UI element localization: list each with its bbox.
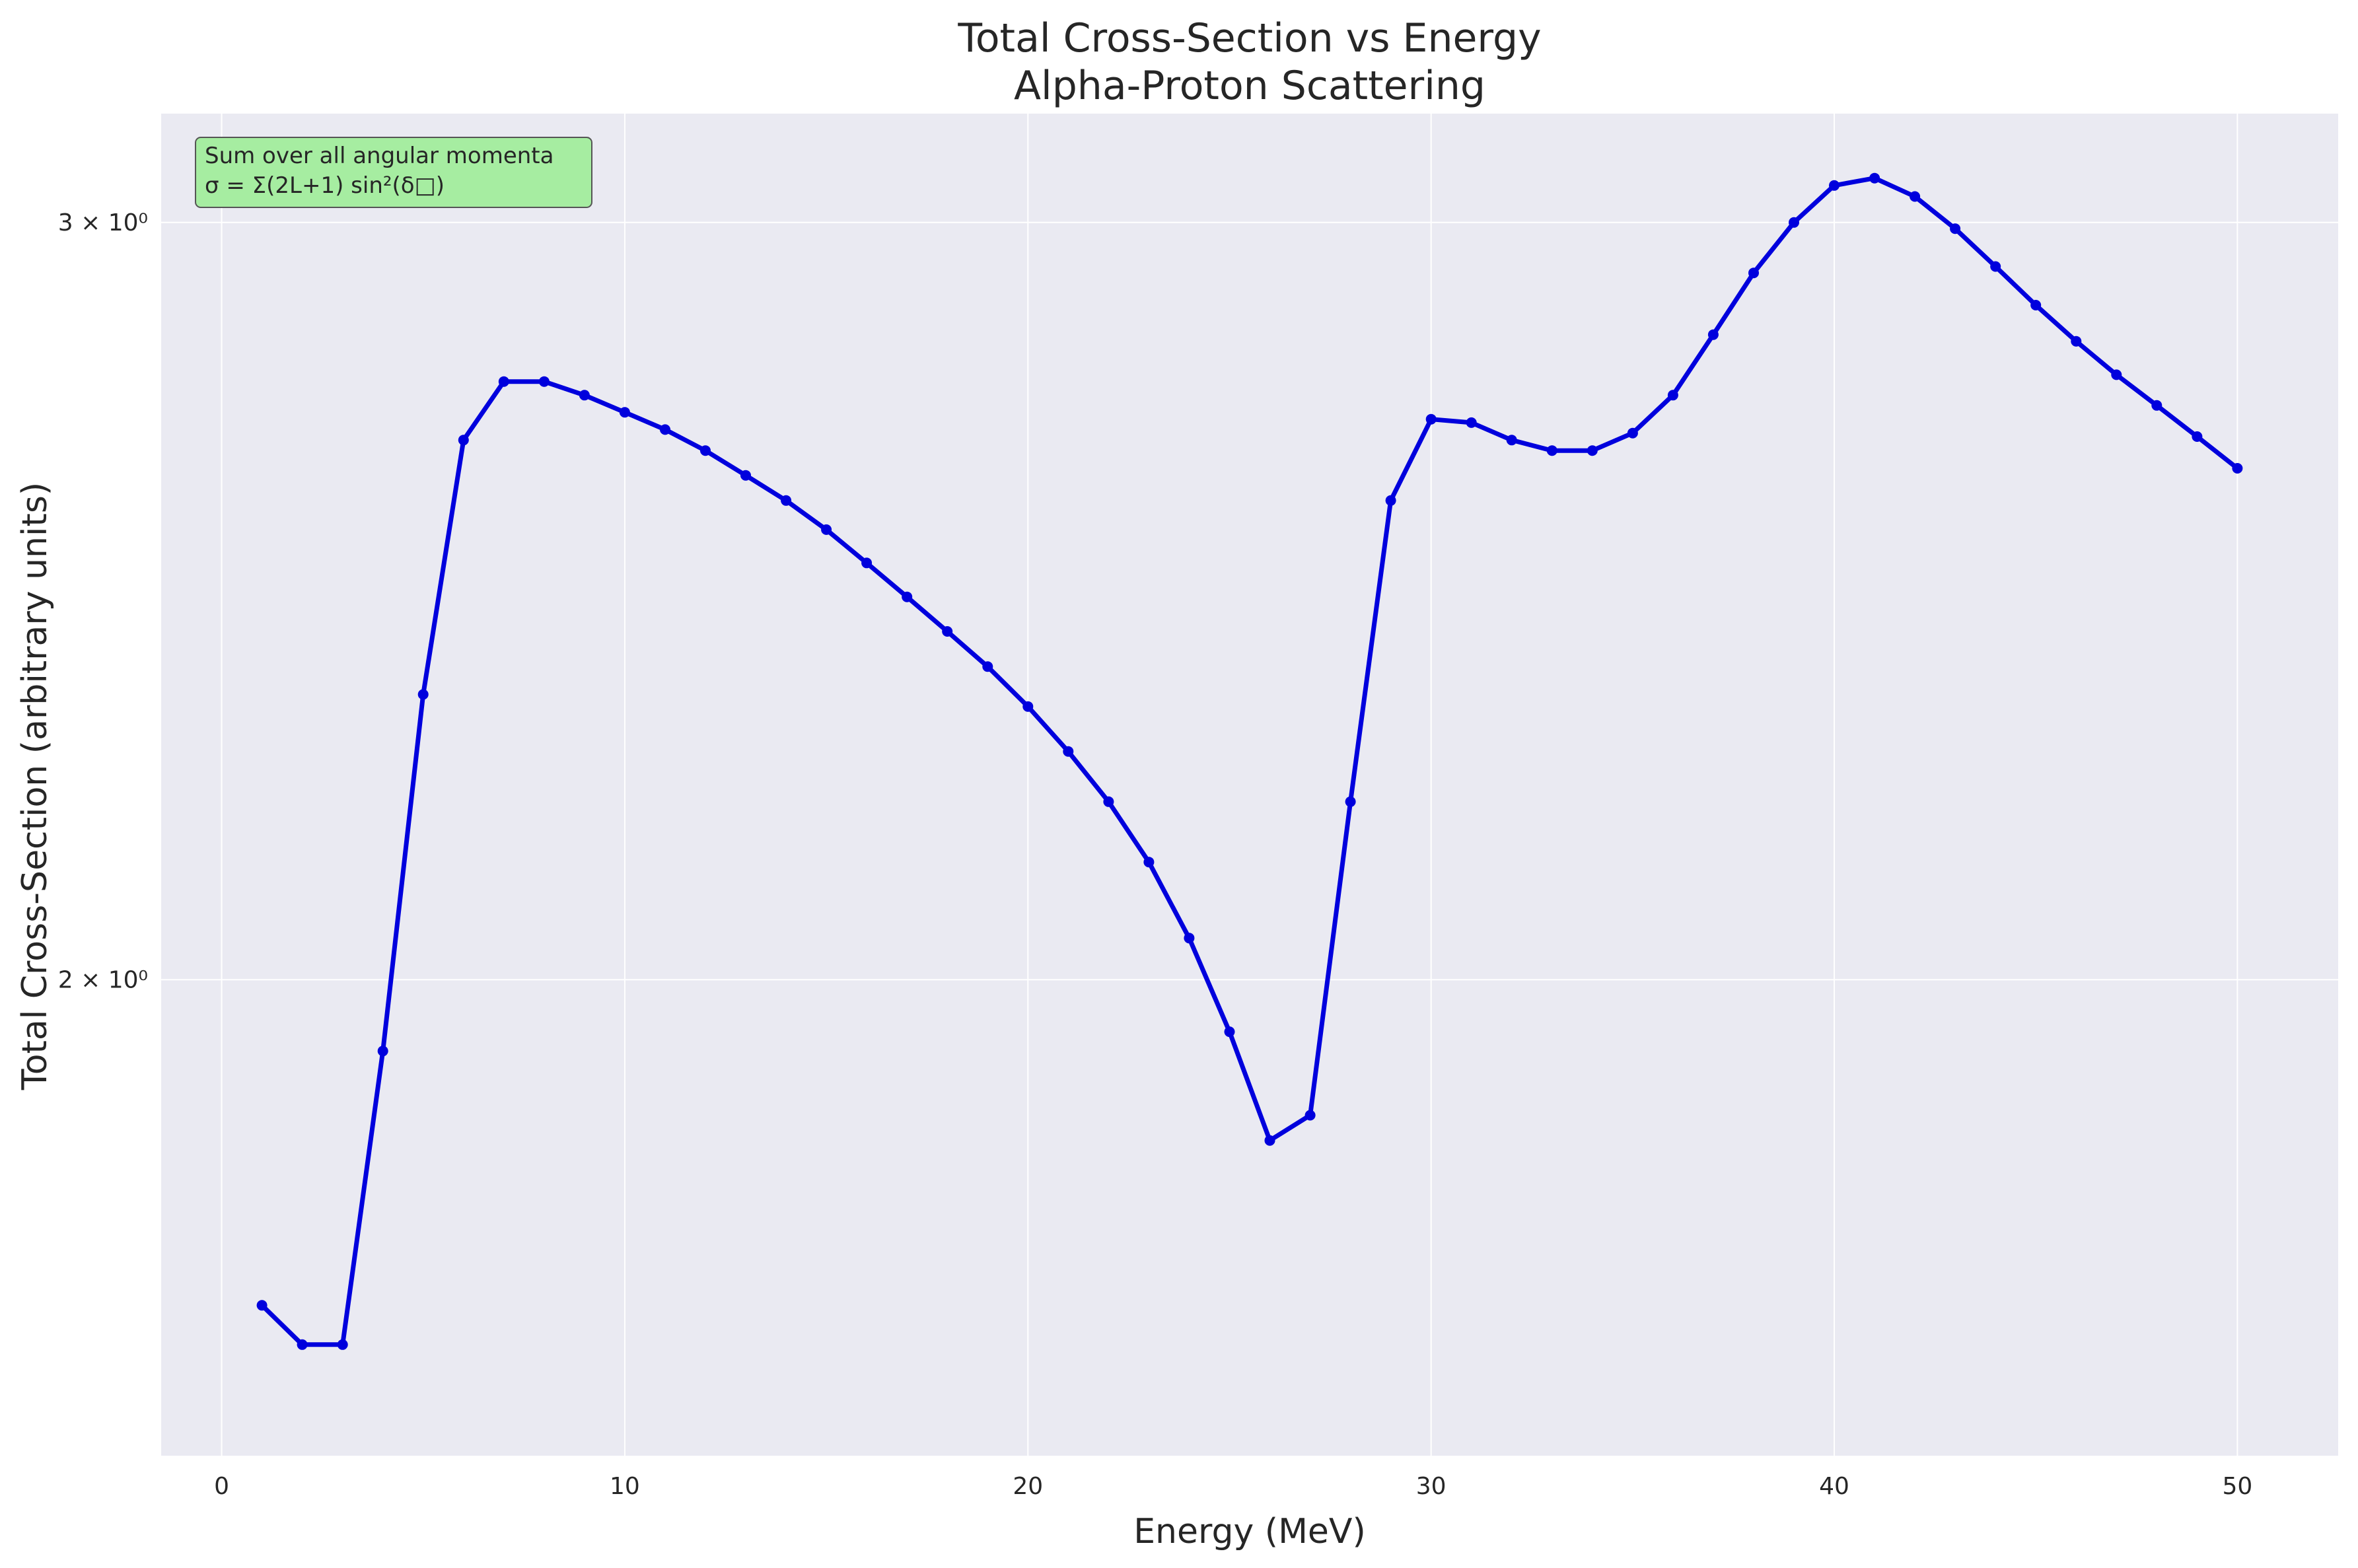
data-point (1264, 1135, 1275, 1146)
data-point (619, 407, 630, 418)
chart-title: Total Cross-Section vs Energy (957, 15, 1541, 61)
data-point (942, 626, 953, 637)
x-tick-label: 10 (610, 1473, 640, 1500)
data-point (2111, 369, 2122, 380)
x-tick-label: 20 (1013, 1473, 1043, 1500)
data-point (377, 1046, 388, 1057)
data-point (1546, 445, 1557, 456)
data-point (1304, 1110, 1316, 1121)
x-tick-label: 40 (1819, 1473, 1849, 1500)
data-point (861, 557, 873, 569)
x-tick-label: 30 (1416, 1473, 1447, 1500)
data-point (821, 524, 832, 535)
data-point (1385, 495, 1396, 506)
data-point (1143, 857, 1155, 868)
y-axis-label: Total Cross-Section (arbitrary units) (15, 482, 55, 1090)
data-point (1707, 329, 1719, 340)
grid (161, 114, 2338, 1456)
data-point (1667, 390, 1678, 401)
data-point (781, 495, 792, 506)
data-point (1224, 1026, 1235, 1038)
data-point (1345, 796, 1356, 807)
data-point (1184, 933, 1195, 944)
data-point (1022, 701, 1034, 712)
data-point (1587, 445, 1598, 456)
data-point (1425, 413, 1437, 425)
x-tick-label: 50 (2223, 1473, 2253, 1500)
annotation-line-2: σ = Σ(2L+1) sin²(δ□) (205, 172, 445, 199)
data-point (740, 470, 751, 481)
data-point (2151, 400, 2162, 411)
ticks: 0 10 20 30 40 50 2 × 10⁰ 3 × 10⁰ (58, 209, 2253, 1500)
data-point (1748, 267, 1759, 279)
data-point (256, 1300, 268, 1311)
data-point (498, 376, 509, 387)
data-point (1627, 427, 1638, 439)
data-point (538, 376, 550, 387)
data-point (1950, 223, 1961, 234)
plot-area (161, 114, 2338, 1456)
data-point (1990, 261, 2001, 272)
data-point (337, 1339, 348, 1350)
data-point (1506, 435, 1517, 446)
data-point (579, 390, 590, 401)
data-point (2232, 463, 2243, 474)
annotation-box: Sum over all angular momenta σ = Σ(2L+1)… (195, 137, 592, 208)
y-tick-label: 3 × 10⁰ (58, 209, 148, 236)
data-point (1869, 172, 1880, 184)
series-line (260, 176, 2240, 1347)
data-point (1466, 417, 1477, 428)
data-point (417, 689, 429, 700)
annotation-background (195, 137, 592, 208)
data-point (297, 1339, 308, 1350)
series-layer (256, 172, 2243, 1350)
x-axis-label: Energy (MeV) (1133, 1512, 1366, 1551)
data-point (1829, 180, 1840, 191)
data-point (2192, 431, 2203, 442)
data-point (1910, 191, 1921, 202)
data-point (2030, 300, 2042, 310)
data-point (982, 661, 993, 672)
data-point (700, 445, 711, 456)
x-tick-label: 0 (214, 1473, 229, 1500)
data-point (660, 424, 670, 435)
annotation-line-1: Sum over all angular momenta (205, 143, 554, 169)
data-point (458, 435, 469, 446)
data-point (1103, 796, 1114, 807)
data-point (1789, 217, 1799, 228)
chart-subtitle: Alpha-Proton Scattering (1014, 63, 1485, 109)
y-tick-label: 2 × 10⁰ (58, 966, 148, 993)
data-point (2071, 336, 2082, 347)
data-point (1063, 746, 1074, 757)
data-point (902, 591, 913, 602)
